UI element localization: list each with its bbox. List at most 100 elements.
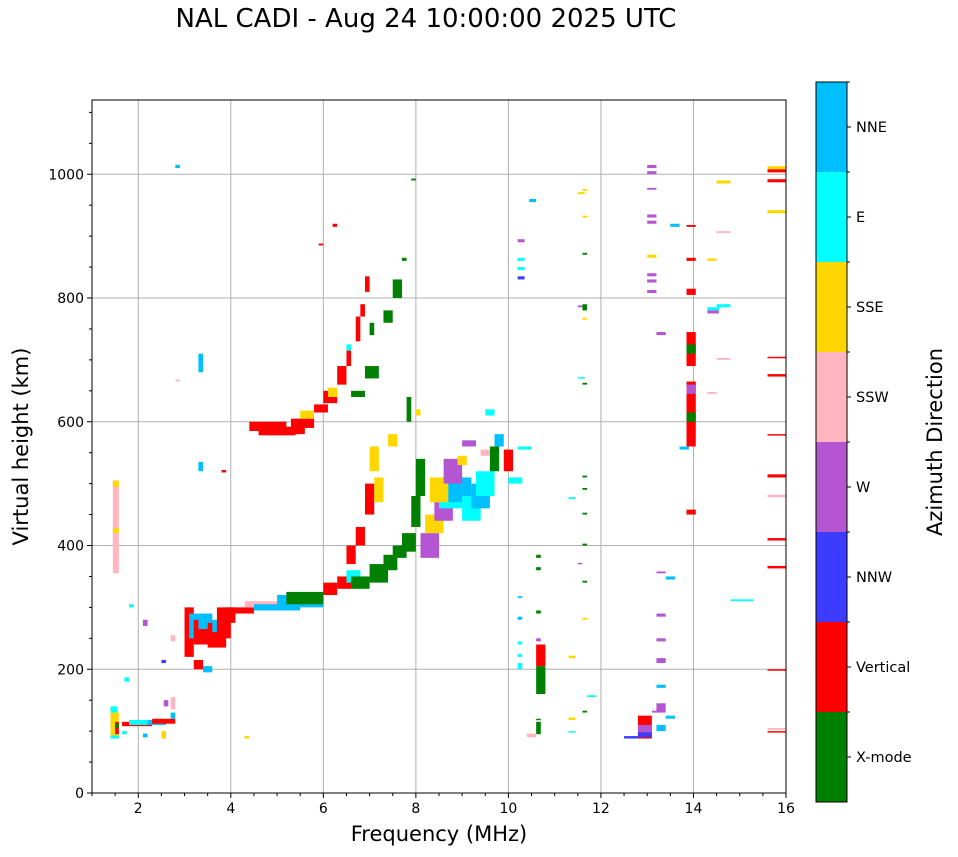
echo-E xyxy=(517,446,532,450)
echo-E xyxy=(476,471,495,496)
echo-Y xyxy=(716,180,731,184)
echo-W xyxy=(536,638,541,642)
echo-X xyxy=(406,397,412,422)
echo-Y xyxy=(707,258,717,261)
echo-E xyxy=(346,344,352,351)
echo-V xyxy=(767,731,786,733)
colorbar-label-nne: NNE xyxy=(856,120,887,136)
echo-Y xyxy=(161,731,167,739)
echo-S xyxy=(175,379,180,382)
echo-Y xyxy=(457,455,467,466)
echo-W xyxy=(656,703,666,713)
echo-S xyxy=(170,697,176,710)
echo-E xyxy=(587,695,597,698)
echo-V xyxy=(767,356,786,359)
echo-N xyxy=(161,659,167,664)
echo-B xyxy=(198,353,204,373)
echo-X xyxy=(582,580,588,583)
echo-X xyxy=(401,533,416,552)
echo-W xyxy=(577,305,583,308)
echo-V xyxy=(767,169,786,173)
echo-W xyxy=(707,310,719,314)
echo-V xyxy=(346,545,356,565)
echo-X xyxy=(383,554,398,571)
echo-E xyxy=(568,497,576,500)
echo-V xyxy=(767,434,786,436)
echo-X xyxy=(286,591,324,605)
echo-E xyxy=(110,706,118,713)
echo-V xyxy=(686,224,696,227)
colorbar-label-vertical: Vertical xyxy=(856,660,910,676)
echo-Y xyxy=(647,254,657,258)
x-axis-label: Frequency (MHz) xyxy=(351,822,527,846)
echo-S xyxy=(112,520,119,574)
echo-Y xyxy=(369,446,379,472)
echo-V xyxy=(686,257,696,261)
echo-Y xyxy=(582,189,588,191)
echo-W xyxy=(462,440,477,447)
echo-S xyxy=(716,231,731,234)
echo-W xyxy=(647,279,657,283)
colorbar-segment-ssw xyxy=(816,352,847,442)
echo-markers xyxy=(110,164,786,739)
colorbar-frame xyxy=(815,81,848,803)
echo-V xyxy=(346,350,352,367)
echo-B xyxy=(175,164,180,169)
echo-X xyxy=(686,344,696,354)
y-axis-label: Virtual height (km) xyxy=(9,348,33,546)
echo-V xyxy=(767,565,786,569)
echo-B xyxy=(142,733,148,738)
colorbar-label-e: E xyxy=(856,210,865,226)
echo-X xyxy=(686,412,696,422)
echo-E xyxy=(129,719,148,725)
echo-Y xyxy=(582,617,588,620)
y-tick-label: 600 xyxy=(57,415,84,431)
echo-V xyxy=(767,538,786,541)
echo-V xyxy=(323,582,338,595)
echo-E xyxy=(517,641,523,645)
echo-V xyxy=(337,366,347,385)
echo-V xyxy=(277,426,305,435)
echo-B xyxy=(517,616,523,620)
echo-E xyxy=(730,599,754,602)
x-tick-label: 12 xyxy=(592,801,610,817)
echo-E xyxy=(716,304,731,308)
x-tick-label: 14 xyxy=(685,801,703,817)
echo-X xyxy=(582,512,588,515)
colorbar-label-sse: SSE xyxy=(856,300,884,316)
colorbar-segment-nne xyxy=(816,82,847,172)
echo-S xyxy=(767,494,786,498)
echo-S xyxy=(526,733,537,738)
echo-V xyxy=(290,418,315,428)
x-axis-ticks: 2 4 6 8 10 12 14 16 xyxy=(91,793,795,817)
y-tick-label: 800 xyxy=(57,291,84,307)
colorbar-label-ssw: SSW xyxy=(856,390,889,406)
echo-X xyxy=(536,666,546,694)
echo-B xyxy=(494,434,504,447)
echo-B xyxy=(203,666,213,673)
echo-V xyxy=(364,276,370,292)
echo-B xyxy=(656,724,666,732)
x-tick-label: 2 xyxy=(134,801,143,817)
echo-W xyxy=(686,384,696,394)
echo-W xyxy=(656,332,666,336)
echo-N xyxy=(637,732,652,738)
x-tick-label: 16 xyxy=(777,801,795,817)
echo-V xyxy=(230,607,254,614)
echo-W xyxy=(142,619,148,626)
echo-V xyxy=(767,474,786,478)
colorbar-segment-x-mode xyxy=(816,712,847,802)
echo-X xyxy=(582,475,588,478)
echo-B xyxy=(656,684,666,688)
echo-S xyxy=(767,728,786,730)
echo-B xyxy=(170,712,176,719)
echo-N xyxy=(517,276,525,280)
echo-E xyxy=(129,604,134,608)
echo-W xyxy=(647,289,657,294)
echo-V xyxy=(686,288,696,295)
echo-V xyxy=(249,421,287,432)
x-tick-label: 4 xyxy=(226,801,235,817)
echo-Y xyxy=(388,434,398,447)
echo-Y xyxy=(110,712,119,738)
